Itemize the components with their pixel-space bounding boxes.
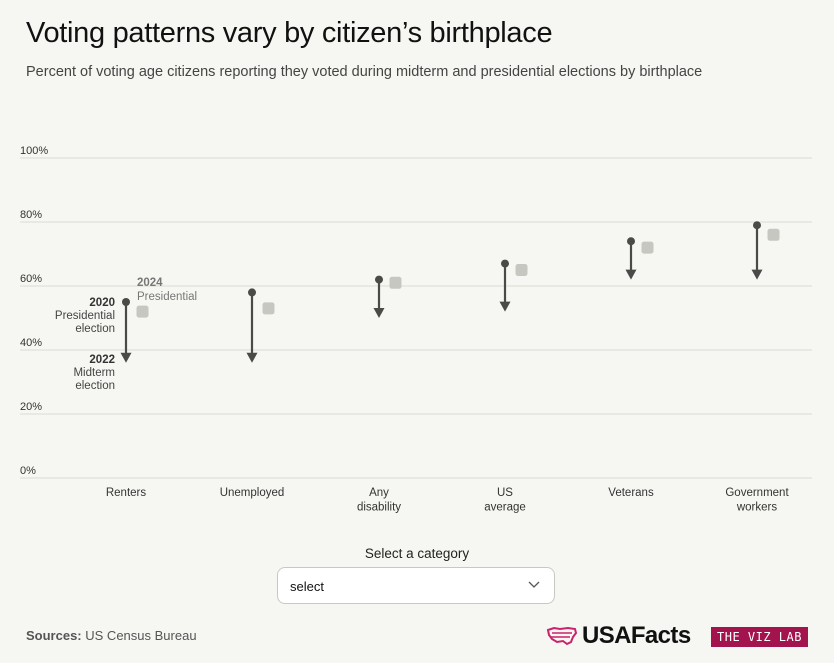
marker-2024 bbox=[641, 241, 654, 254]
x-category-label: Unemployed bbox=[220, 487, 285, 499]
chart-title: Voting patterns vary by citizen’s birthp… bbox=[26, 17, 553, 49]
sources-text: US Census Bureau bbox=[85, 628, 197, 643]
us-map-flag-icon bbox=[546, 626, 578, 646]
category-select[interactable]: select bbox=[277, 567, 555, 604]
chart-subtitle: Percent of voting age citizens reporting… bbox=[26, 64, 703, 80]
category-select-label: Select a category bbox=[364, 546, 470, 561]
marker-2024 bbox=[262, 302, 275, 315]
point-2020 bbox=[627, 237, 635, 246]
x-category-label: Veterans bbox=[608, 487, 654, 499]
annotation-2024-line1: Presidential bbox=[137, 291, 197, 303]
y-tick-label: 40% bbox=[20, 337, 42, 349]
marker-2024 bbox=[136, 305, 149, 318]
annotation-2022-year: 2022 bbox=[89, 354, 115, 366]
point-2020 bbox=[248, 288, 256, 297]
annotation-2020-line1: Presidential bbox=[55, 310, 115, 322]
x-category-label: US average bbox=[484, 487, 526, 514]
annotation-2020-line2: election bbox=[75, 323, 115, 335]
x-category-label: Any disability bbox=[357, 487, 401, 514]
x-category-label: Government workers bbox=[725, 487, 789, 514]
point-2020 bbox=[122, 298, 130, 306]
marker-2024 bbox=[515, 264, 528, 276]
arrow-head-2022 bbox=[120, 352, 132, 363]
chevron-down-icon bbox=[528, 581, 540, 588]
point-2020 bbox=[501, 259, 509, 268]
brand-name: USAFacts bbox=[582, 622, 691, 649]
marker-2024 bbox=[389, 276, 402, 289]
annotation-2022-line1: Midterm bbox=[73, 367, 115, 379]
arrow-head-2022 bbox=[373, 308, 385, 318]
sources-note: Sources: US Census Bureau bbox=[26, 628, 197, 643]
chart-plot: 0% 20% 40% 60% 80% 100% Renters Unemployed Any d… bbox=[20, 145, 812, 514]
viz-lab-badge[interactable]: THE VIZ LAB bbox=[711, 627, 808, 647]
annotation-2022-line2: election bbox=[75, 380, 115, 392]
arrow-head-2022 bbox=[246, 352, 258, 363]
point-2020 bbox=[375, 275, 383, 284]
y-tick-label: 100% bbox=[20, 145, 48, 157]
arrow-head-2022 bbox=[499, 301, 511, 312]
y-tick-label: 60% bbox=[20, 273, 42, 285]
annotation-2020-year: 2020 bbox=[89, 297, 115, 309]
y-tick-label: 20% bbox=[20, 401, 42, 413]
arrow-head-2022 bbox=[751, 269, 763, 280]
arrow-head-2022 bbox=[625, 269, 637, 280]
annotation-2024-year: 2024 bbox=[137, 277, 163, 289]
sources-label: Sources: bbox=[26, 628, 82, 643]
point-2020 bbox=[753, 221, 761, 230]
marker-2024 bbox=[767, 228, 780, 241]
y-tick-label: 80% bbox=[20, 209, 42, 221]
x-category-label: Renters bbox=[106, 487, 147, 499]
y-tick-label: 0% bbox=[20, 465, 36, 477]
category-select-value: select bbox=[290, 579, 324, 594]
